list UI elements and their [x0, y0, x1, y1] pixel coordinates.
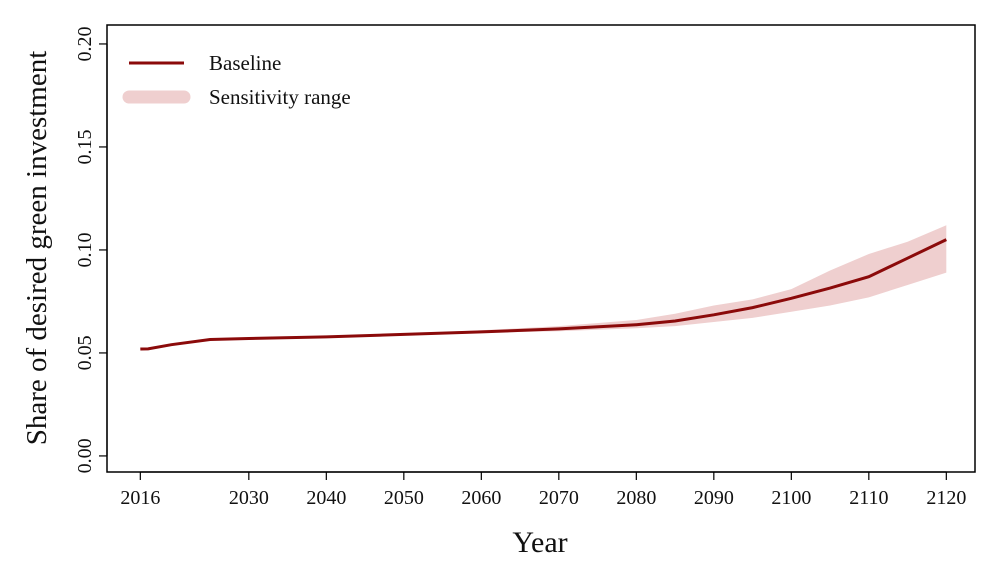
x-tick-label: 2060	[461, 487, 501, 509]
x-axis-title: Year	[512, 526, 567, 558]
x-tick-label: 2110	[849, 487, 888, 509]
y-tick-label: 0.05	[74, 335, 96, 370]
x-tick-label: 2120	[926, 487, 966, 509]
sensitivity-band	[140, 225, 947, 350]
baseline-line	[140, 238, 947, 351]
legend-label: Sensitivity range	[209, 85, 351, 109]
x-tick-label: 2040	[306, 487, 346, 509]
y-tick-label: 0.15	[74, 129, 96, 164]
y-tick-label: 0.20	[74, 26, 96, 61]
x-tick-label: 2030	[229, 487, 269, 509]
y-axis-title: Share of desired green investment	[21, 51, 53, 446]
x-tick-label: 2090	[694, 487, 734, 509]
y-tick-label: 0.00	[74, 438, 96, 473]
x-tick-label: 2080	[616, 487, 656, 509]
x-tick-label: 2016	[120, 487, 160, 509]
x-tick-label: 2070	[539, 487, 579, 509]
x-tick-label: 2100	[771, 487, 811, 509]
y-tick-label: 0.10	[74, 232, 96, 267]
legend-label: Baseline	[209, 51, 281, 75]
x-tick-label: 2050	[384, 487, 424, 509]
